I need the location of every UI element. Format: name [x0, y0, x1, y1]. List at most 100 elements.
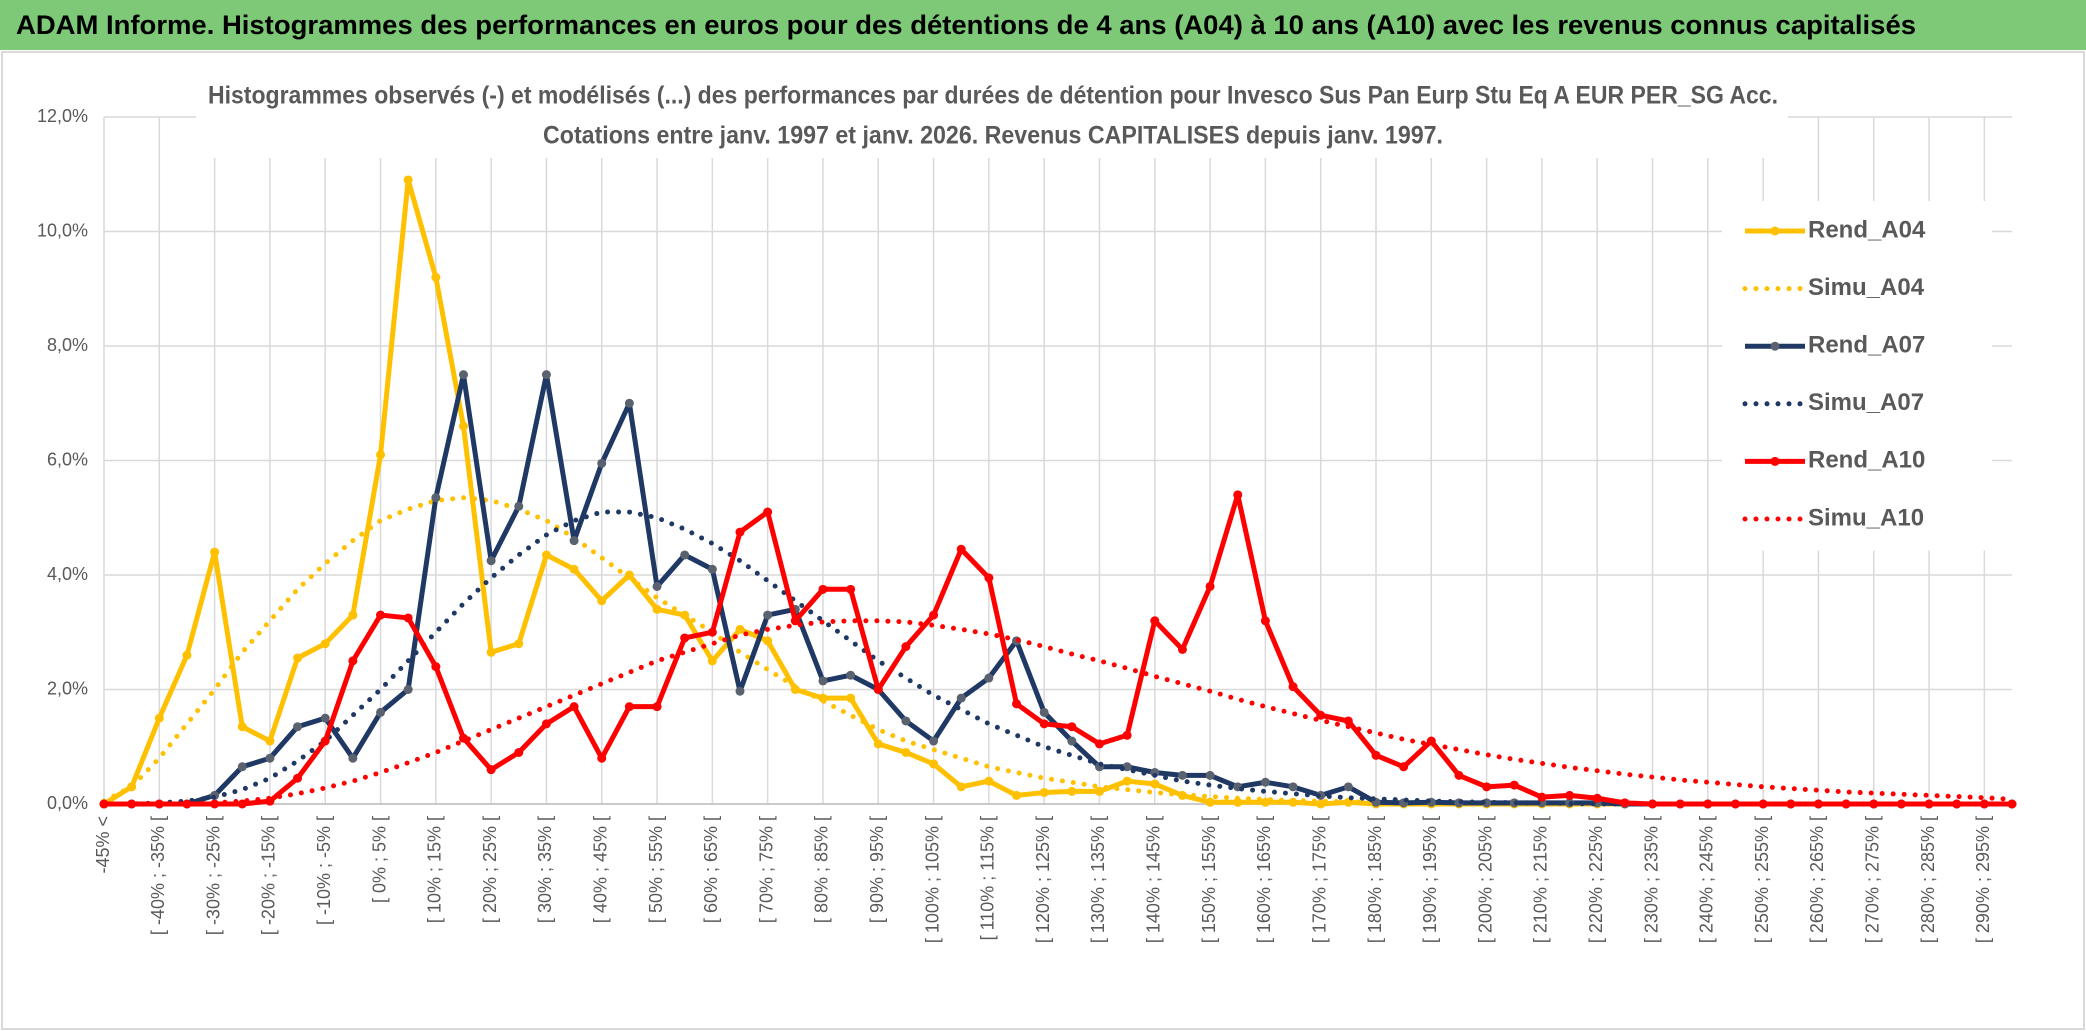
data-point	[1260, 797, 1270, 807]
legend-marker	[1770, 341, 1780, 351]
data-point	[1343, 716, 1353, 726]
data-point	[376, 707, 386, 717]
data-point	[1260, 616, 1270, 626]
data-point	[1620, 798, 1630, 808]
data-point	[154, 713, 164, 723]
chart-title: Histogrammes observés (-) et modélisés (…	[208, 82, 1778, 110]
data-point	[1177, 644, 1187, 654]
data-point	[1675, 799, 1685, 809]
data-point	[1067, 736, 1077, 746]
x-tick-label: [ 0% ; 5% [	[369, 816, 389, 903]
data-point	[984, 573, 994, 583]
data-point	[541, 719, 551, 729]
data-point	[929, 759, 939, 769]
data-point	[293, 773, 303, 783]
data-point	[2007, 799, 2017, 809]
data-point	[680, 550, 690, 560]
data-point	[376, 610, 386, 620]
x-tick-label: [ 130% ; 135% [	[1088, 816, 1108, 943]
legend-label: Simu_A04	[1808, 274, 1925, 301]
title-background	[196, 78, 1788, 158]
data-point	[1316, 799, 1326, 809]
data-point	[1565, 790, 1575, 800]
data-point	[901, 642, 911, 652]
data-point	[569, 564, 579, 574]
x-tick-label: [ 10% ; 15% [	[425, 816, 445, 923]
legend-label: Simu_A07	[1808, 389, 1924, 416]
data-point	[514, 747, 524, 757]
data-point	[846, 670, 856, 680]
data-point	[984, 673, 994, 683]
data-point	[348, 610, 358, 620]
data-point	[1371, 750, 1381, 760]
data-point	[597, 596, 607, 606]
data-point	[458, 370, 468, 380]
data-point	[431, 272, 441, 282]
data-point	[1952, 799, 1962, 809]
data-point	[1482, 782, 1492, 792]
data-point	[1896, 799, 1906, 809]
data-point	[458, 733, 468, 743]
data-point	[1979, 799, 1989, 809]
data-point	[431, 493, 441, 503]
data-point	[597, 753, 607, 763]
x-tick-label: [ 70% ; 75% [	[756, 816, 776, 923]
data-point	[1260, 777, 1270, 787]
data-point	[182, 650, 192, 660]
data-point	[707, 656, 717, 666]
data-point	[1758, 799, 1768, 809]
x-tick-label: [ 60% ; 65% [	[701, 816, 721, 923]
data-point	[956, 693, 966, 703]
x-tick-label: [ -10% ; -5% [	[314, 816, 334, 925]
data-point	[237, 722, 247, 732]
data-point	[1067, 722, 1077, 732]
data-point	[735, 527, 745, 537]
grid: 0,0% 2,0% 4,0% 6,0% 8,0% 10,0% 12,0% -45% < [ -4…	[37, 106, 2012, 943]
y-tick-label: 8,0%	[47, 335, 88, 355]
x-tick-label: [ 30% ; 35% [	[535, 816, 555, 923]
data-point	[348, 656, 358, 666]
data-point	[1177, 770, 1187, 780]
data-point	[182, 799, 192, 809]
legend-marker	[1770, 226, 1780, 236]
x-tick-label: [ 220% ; 225% [	[1586, 816, 1606, 943]
data-point	[1537, 792, 1547, 802]
data-point	[1094, 786, 1104, 796]
data-point	[293, 722, 303, 732]
x-tick-label: [ 250% ; 255% [	[1752, 816, 1772, 943]
data-point	[790, 616, 800, 626]
data-point	[514, 501, 524, 511]
x-tick-label: [ 160% ; 165% [	[1254, 816, 1274, 943]
header-band	[0, 0, 2086, 50]
legend-background	[1722, 201, 1992, 551]
y-tick-label: 2,0%	[47, 678, 88, 698]
x-tick-label: [ 80% ; 85% [	[812, 816, 832, 923]
x-tick-label: [ -30% ; -25% [	[203, 816, 223, 935]
data-point	[846, 584, 856, 594]
data-point	[237, 799, 247, 809]
x-tick-label: [ 210% ; 215% [	[1531, 816, 1551, 943]
data-point	[901, 716, 911, 726]
data-point	[1316, 710, 1326, 720]
data-point	[265, 753, 275, 763]
data-point	[403, 685, 413, 694]
data-point	[1343, 782, 1353, 792]
data-point	[707, 627, 717, 637]
data-point	[403, 175, 413, 185]
data-point	[1039, 707, 1049, 717]
series-line	[104, 492, 2012, 807]
data-point	[1012, 790, 1022, 800]
plot-area	[99, 175, 2017, 809]
data-point	[929, 610, 939, 620]
data-point	[873, 685, 883, 694]
series-line	[101, 495, 2015, 807]
y-tick-label: 12,0%	[37, 106, 88, 126]
data-point	[929, 736, 939, 746]
data-point	[1592, 793, 1602, 803]
data-point	[1924, 799, 1934, 809]
data-point	[652, 581, 662, 591]
chart-frame	[1, 51, 2085, 1030]
data-point	[1205, 581, 1215, 591]
data-point	[873, 739, 883, 749]
data-point	[735, 686, 745, 696]
